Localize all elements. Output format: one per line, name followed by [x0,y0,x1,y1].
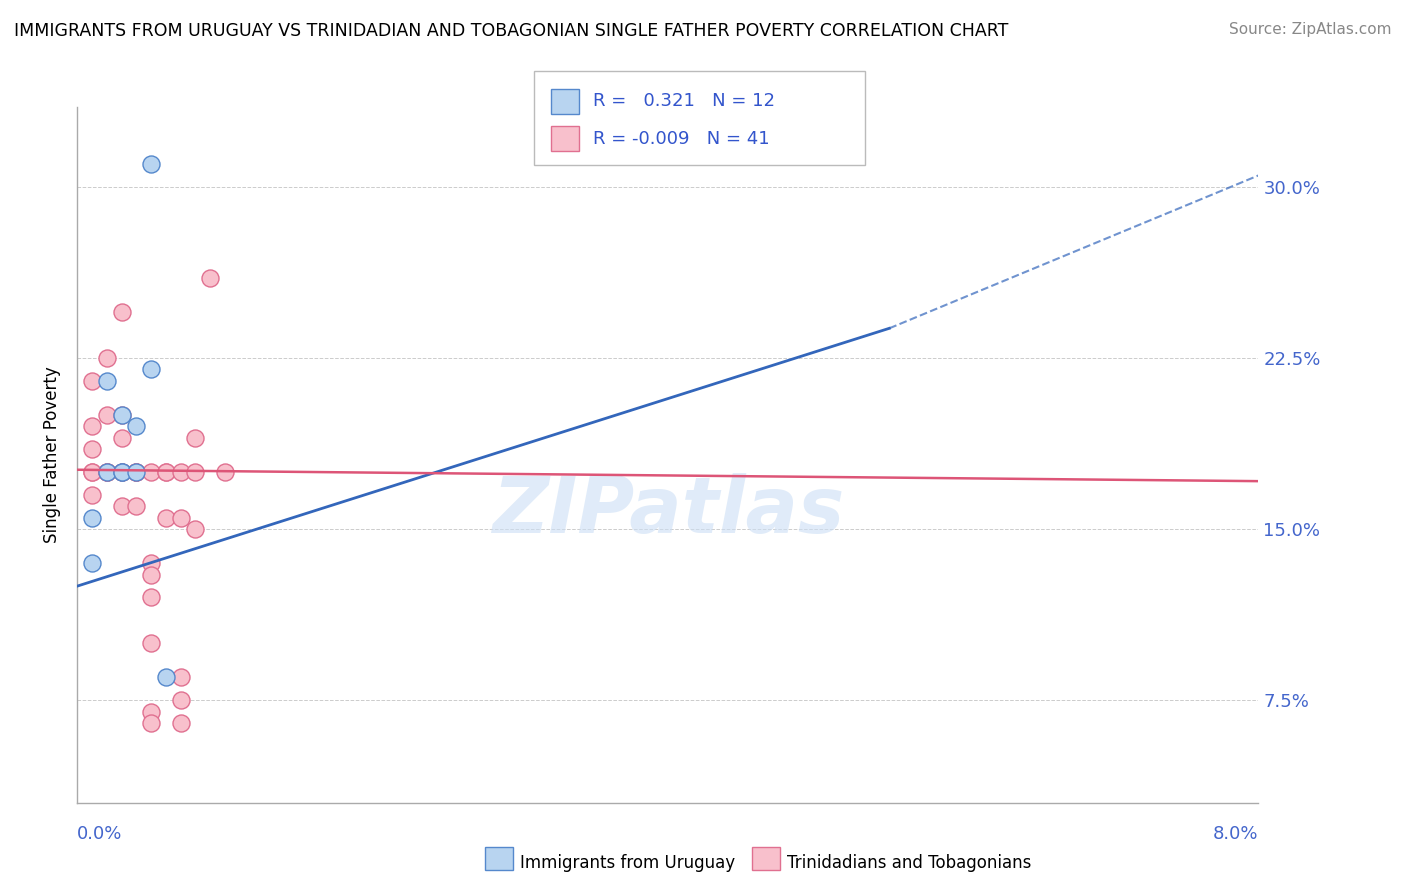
Text: R = -0.009   N = 41: R = -0.009 N = 41 [593,130,770,148]
Point [141,362,163,376]
Text: 0.0%: 0.0% [77,825,122,843]
Point [111,465,132,479]
Point [141,567,163,582]
Point [125,465,148,479]
Point [141,636,163,650]
Point [170,465,193,479]
Point [125,465,148,479]
Point [214,465,236,479]
Point [82,465,104,479]
Point [155,670,177,684]
Point [82,488,104,502]
Point [170,670,193,684]
Point [96,374,118,388]
Point [141,705,163,719]
Point [111,431,132,445]
Point [170,693,193,707]
Point [155,465,177,479]
Point [141,157,163,171]
Text: 8.0%: 8.0% [1213,825,1258,843]
Point [82,419,104,434]
Point [82,556,104,570]
Point [111,465,132,479]
Text: R =   0.321   N = 12: R = 0.321 N = 12 [593,93,775,111]
Point [141,715,163,730]
Point [184,522,207,536]
Point [96,465,118,479]
Point [96,465,118,479]
Point [141,591,163,605]
Point [155,465,177,479]
Point [141,465,163,479]
Text: Immigrants from Uruguay: Immigrants from Uruguay [520,854,735,871]
Point [82,510,104,524]
Y-axis label: Single Father Poverty: Single Father Poverty [44,367,62,543]
Point [125,465,148,479]
Point [170,715,193,730]
Point [111,465,132,479]
Point [96,351,118,365]
Text: IMMIGRANTS FROM URUGUAY VS TRINIDADIAN AND TOBAGONIAN SINGLE FATHER POVERTY CORR: IMMIGRANTS FROM URUGUAY VS TRINIDADIAN A… [14,22,1008,40]
Text: Source: ZipAtlas.com: Source: ZipAtlas.com [1229,22,1392,37]
Point [200,271,222,285]
Point [111,465,132,479]
Point [170,510,193,524]
Point [82,465,104,479]
Point [125,465,148,479]
Point [141,556,163,570]
Text: Trinidadians and Tobagonians: Trinidadians and Tobagonians [787,854,1032,871]
Point [125,419,148,434]
Point [82,374,104,388]
Point [184,431,207,445]
Point [96,408,118,422]
Point [111,500,132,514]
Point [111,408,132,422]
Point [111,408,132,422]
Point [82,442,104,457]
Point [96,465,118,479]
Text: ZIPatlas: ZIPatlas [492,473,844,549]
Point [155,510,177,524]
Point [125,500,148,514]
Point [184,465,207,479]
Point [111,305,132,319]
Point [96,465,118,479]
